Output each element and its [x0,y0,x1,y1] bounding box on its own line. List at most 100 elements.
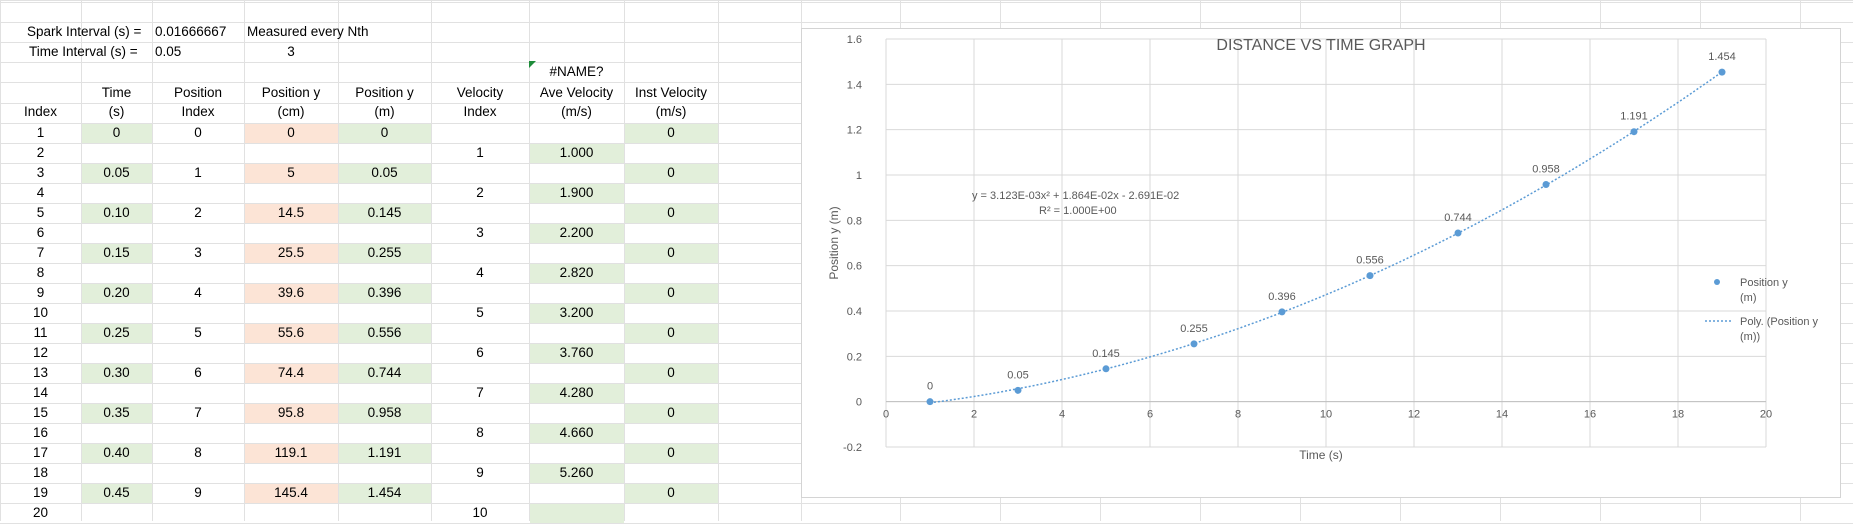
position-index-cell[interactable] [152,343,244,363]
time-cell[interactable] [81,343,152,363]
inst-velocity-cell[interactable]: 0 [667,285,675,301]
inst-velocity-cell[interactable] [624,423,718,443]
position-cm-cell[interactable]: 5 [287,165,295,181]
ave-velocity-cell[interactable] [529,203,624,223]
position-cm-cell[interactable]: 55.6 [277,325,305,341]
position-m-cell[interactable] [338,183,431,203]
ave-velocity-cell[interactable] [529,163,624,183]
inst-velocity-cell[interactable] [624,383,718,403]
index-cell[interactable]: 11 [33,325,48,341]
time-cell[interactable]: 0.20 [103,285,130,301]
position-index-cell[interactable]: 0 [194,125,202,141]
position-index-cell[interactable]: 6 [194,365,202,381]
index-cell[interactable]: 2 [36,145,45,161]
time-cell[interactable] [81,503,152,523]
time-cell[interactable] [81,263,152,283]
velocity-index-cell[interactable] [431,483,529,503]
inst-velocity-cell[interactable] [624,143,718,163]
position-m-cell[interactable] [338,503,431,523]
time-cell[interactable]: 0.30 [103,365,130,381]
inst-velocity-cell[interactable] [624,263,718,283]
time-cell[interactable]: 0.45 [103,485,130,501]
velocity-index-cell[interactable]: 5 [476,305,484,321]
velocity-index-cell[interactable]: 9 [476,465,484,481]
position-cm-cell[interactable]: 0 [287,125,295,141]
inst-velocity-cell[interactable] [624,503,718,523]
ave-velocity-cell[interactable] [529,323,624,343]
time-interval-value[interactable]: 0.05 [155,43,182,59]
index-cell[interactable]: 9 [36,285,45,301]
index-cell[interactable]: 20 [32,505,49,521]
time-cell[interactable] [81,423,152,443]
index-cell[interactable]: 14 [32,385,49,401]
time-cell[interactable]: 0.15 [103,245,130,261]
velocity-index-cell[interactable] [431,323,529,343]
position-index-cell[interactable] [152,503,244,523]
velocity-index-cell[interactable]: 7 [476,385,484,401]
spark-interval-value[interactable]: 0.01666667 [155,23,227,39]
time-cell[interactable]: 0.40 [103,445,130,461]
position-cm-cell[interactable]: 25.5 [277,245,305,261]
position-index-cell[interactable] [152,223,244,243]
index-cell[interactable]: 4 [36,185,45,201]
velocity-index-cell[interactable]: 2 [476,185,484,201]
position-m-cell[interactable] [338,383,431,403]
inst-velocity-cell[interactable]: 0 [667,245,675,261]
position-cm-cell[interactable] [244,423,338,443]
time-cell[interactable]: 0.10 [103,205,130,221]
position-cm-cell[interactable]: 119.1 [274,445,308,461]
position-cm-cell[interactable] [244,223,338,243]
position-m-cell[interactable]: 0.958 [367,405,402,421]
header-position-m[interactable]: Position y (m) [338,83,431,121]
index-cell[interactable]: 6 [36,225,45,241]
ave-velocity-cell[interactable] [529,363,624,383]
ave-velocity-cell[interactable] [529,283,624,303]
position-m-cell[interactable] [338,143,431,163]
time-interval-label[interactable]: Time Interval (s) = [29,43,138,59]
position-index-cell[interactable]: 1 [194,165,202,181]
time-cell[interactable]: 0.05 [103,165,130,181]
time-cell[interactable]: 0 [112,125,121,141]
measured-every-label[interactable]: Measured every Nth [247,23,369,39]
position-cm-cell[interactable]: 74.4 [277,365,305,381]
position-cm-cell[interactable] [244,503,338,523]
inst-velocity-cell[interactable]: 0 [667,485,675,501]
inst-velocity-cell[interactable]: 0 [667,205,675,221]
position-m-cell[interactable] [338,303,431,323]
position-m-cell[interactable] [338,343,431,363]
position-m-cell[interactable]: 0.145 [367,205,402,221]
inst-velocity-cell[interactable] [624,463,718,483]
velocity-index-cell[interactable]: 4 [476,265,484,281]
ave-velocity-cell[interactable] [529,403,624,423]
position-cm-cell[interactable] [244,303,338,323]
index-cell[interactable]: 19 [32,485,49,501]
position-m-cell[interactable]: 0 [380,125,389,141]
position-cm-cell[interactable]: 39.6 [277,285,305,301]
position-index-cell[interactable]: 7 [194,405,202,421]
time-cell[interactable] [81,223,152,243]
position-cm-cell[interactable]: 145.4 [274,485,308,501]
position-index-cell[interactable]: 8 [194,445,202,461]
inst-velocity-cell[interactable]: 0 [667,365,675,381]
ave-velocity-cell[interactable]: 1.900 [559,185,594,201]
position-index-cell[interactable] [152,303,244,323]
index-cell[interactable]: 12 [32,345,49,361]
inst-velocity-cell[interactable] [624,343,718,363]
position-m-cell[interactable]: 0.255 [367,245,402,261]
inst-velocity-cell[interactable]: 0 [667,405,675,421]
position-m-cell[interactable] [338,423,431,443]
time-cell[interactable] [81,383,152,403]
velocity-index-cell[interactable]: 3 [476,225,484,241]
header-velocity-index[interactable]: Velocity Index [431,83,529,121]
inst-velocity-cell[interactable]: 0 [667,125,675,141]
time-cell[interactable]: 0.35 [103,405,130,421]
position-m-cell[interactable]: 0.556 [367,325,402,341]
position-cm-cell[interactable] [244,263,338,283]
index-cell[interactable]: 18 [32,465,49,481]
ave-velocity-cell[interactable]: 5.260 [559,465,594,481]
ave-velocity-cell[interactable] [529,503,624,523]
index-cell[interactable]: 5 [36,205,45,221]
header-position-cm[interactable]: Position y (cm) [244,83,338,121]
position-m-cell[interactable] [338,263,431,283]
time-cell[interactable] [81,463,152,483]
